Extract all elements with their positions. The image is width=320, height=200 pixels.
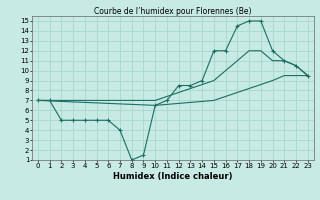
X-axis label: Humidex (Indice chaleur): Humidex (Indice chaleur) — [113, 172, 233, 181]
Title: Courbe de l’humidex pour Florennes (Be): Courbe de l’humidex pour Florennes (Be) — [94, 7, 252, 16]
